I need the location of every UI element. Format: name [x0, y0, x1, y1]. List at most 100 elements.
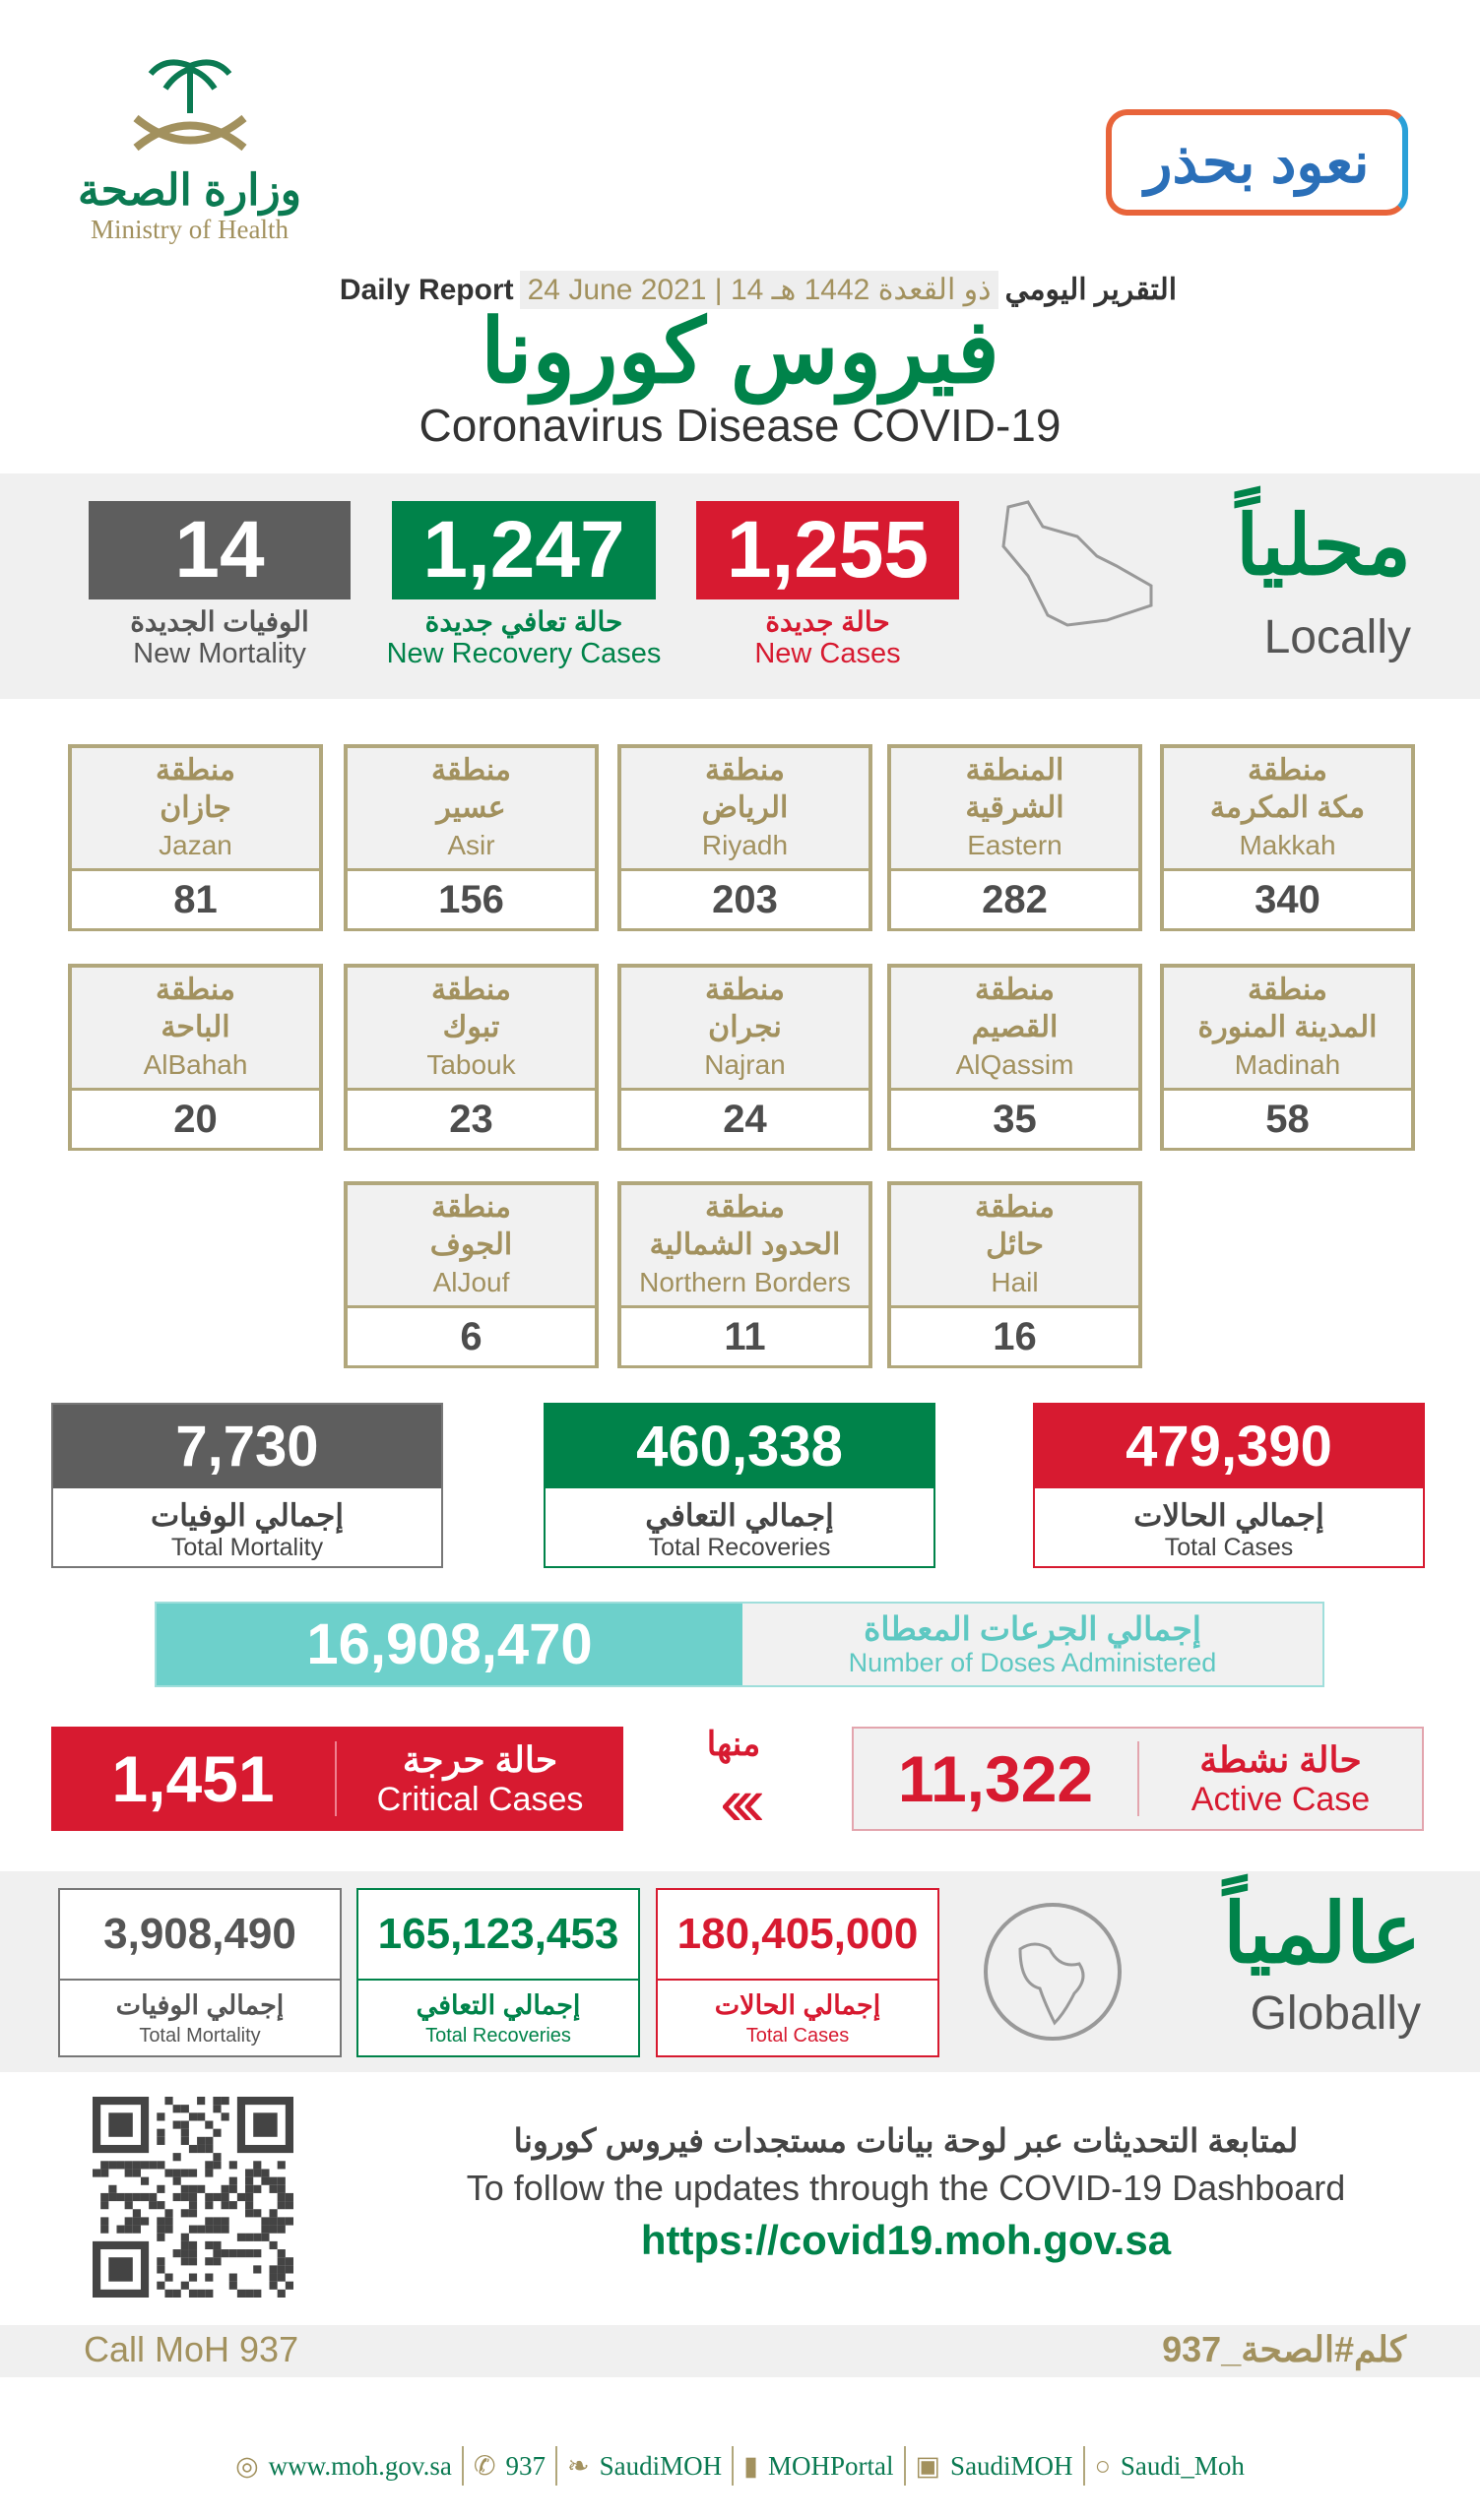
region-header: منطقة عسير Asir	[348, 748, 595, 871]
region-header: المنطقة الشرقية Eastern	[891, 748, 1138, 871]
region-label-ar: منطقة	[431, 754, 511, 787]
label-en: New Mortality	[133, 638, 306, 669]
label-ar: حالة جديدة	[765, 606, 890, 637]
region-card: منطقة جازان Jazan 81	[68, 744, 323, 931]
region-value: 156	[348, 871, 595, 928]
region-header: منطقة الرياض Riyadh	[621, 748, 869, 871]
global-cases-en: Total Cases	[745, 2025, 850, 2047]
title-ar: فيروس كورونا	[481, 303, 999, 402]
dashboard-line-ar: لمتابعة التحديثات عبر لوحة بيانات مستجدا…	[513, 2122, 1299, 2159]
region-header: منطقة مكة المكرمة Makkah	[1164, 748, 1411, 871]
region-value: 35	[891, 1091, 1138, 1148]
phone-link[interactable]: 937	[505, 2450, 547, 2481]
youtube-link[interactable]: MOHPortal	[768, 2450, 894, 2481]
global-cases-ar: إجمالي الحالات	[714, 1990, 881, 2020]
new-cases-label: حالة جديدة New Cases	[696, 605, 959, 670]
global-heading-ar: عالمياً	[1223, 1887, 1421, 1980]
critical-label: حالة حرجة Critical Cases	[337, 1739, 623, 1819]
doses-value: 16,908,470	[157, 1604, 742, 1685]
region-header: منطقة الباحة AlBahah	[72, 968, 319, 1091]
new-recovery-label: حالة تعافي جديدة New Recovery Cases	[364, 605, 683, 670]
region-card: منطقة عسير Asir 156	[344, 744, 599, 931]
call-moh-en: Call MoH 937	[84, 2329, 299, 2369]
global-heading-en: Globally	[1250, 1987, 1421, 2040]
region-name-ar: الرياض	[701, 791, 789, 824]
region-card: منطقة الحدود الشمالية Northern Borders 11	[617, 1181, 872, 1368]
qr-code[interactable]	[89, 2097, 297, 2298]
region-name-en: Makkah	[1239, 830, 1336, 860]
label-en: New Cases	[754, 638, 901, 669]
region-name-en: Tabouk	[426, 1049, 516, 1080]
total-cases-value: 479,390	[1035, 1405, 1423, 1488]
website-link[interactable]: www.moh.gov.sa	[268, 2450, 452, 2481]
label-en: New Recovery Cases	[386, 638, 662, 669]
new-mortality-value: 14	[89, 501, 351, 599]
report-label-en: Daily Report	[339, 273, 514, 306]
critical-value: 1,451	[51, 1741, 337, 1816]
campaign-badge: نعود بحذر	[1106, 109, 1408, 216]
total-cases-card: 479,390 إجمالي الحالات Total Cases	[1033, 1403, 1425, 1568]
dashboard-link[interactable]: https://covid19.moh.gov.sa	[640, 2217, 1172, 2263]
region-card: منطقة القصيم AlQassim 35	[887, 964, 1142, 1151]
new-cases-value: 1,255	[696, 501, 959, 599]
ministry-name-en: Ministry of Health	[91, 215, 289, 244]
region-label-ar: منطقة	[705, 1191, 785, 1224]
report-line: Daily Report 24 June 2021 | 14 ذو القعدة…	[330, 271, 1187, 309]
region-header: منطقة نجران Najran	[621, 968, 869, 1091]
region-card: منطقة الباحة AlBahah 20	[68, 964, 323, 1151]
facebook-link[interactable]: SaudiMOH	[950, 2450, 1073, 2481]
divider	[1082, 2446, 1085, 2486]
facebook-icon: ▣	[915, 2450, 941, 2481]
critical-label-en: Critical Cases	[376, 1780, 584, 1818]
region-value: 24	[621, 1091, 869, 1148]
region-value: 23	[348, 1091, 595, 1148]
region-label-ar: منطقة	[1248, 974, 1327, 1006]
region-label-ar: منطقة	[975, 1191, 1055, 1224]
region-name-ar: الحدود الشمالية	[649, 1228, 841, 1261]
label-ar: حالة تعافي جديدة	[424, 606, 623, 637]
region-label-ar: منطقة	[156, 974, 235, 1006]
global-mortality-ar: إجمالي الوفيات	[115, 1990, 285, 2020]
region-card: منطقة نجران Najran 24	[617, 964, 872, 1151]
snapchat-link[interactable]: Saudi_Moh	[1120, 2450, 1245, 2481]
region-card: منطقة المدينة المنورة Madinah 58	[1160, 964, 1415, 1151]
global-recoveries-value: 165,123,453	[358, 1890, 638, 1981]
global-cases-card: 180,405,000 إجمالي الحالات Total Cases	[656, 1888, 939, 2057]
total-recoveries-ar: إجمالي التعافي	[645, 1498, 834, 1533]
region-name-ar: جازان	[160, 791, 231, 824]
region-value: 11	[621, 1308, 869, 1365]
title-en: Coronavirus Disease COVID-19	[418, 400, 1062, 451]
region-value: 81	[72, 871, 319, 928]
global-cases-value: 180,405,000	[658, 1890, 937, 1981]
region-value: 58	[1164, 1091, 1411, 1148]
region-name-en: Northern Borders	[639, 1267, 851, 1297]
social-footer: ◎ www.moh.gov.sa ✆ 937 ❧ SaudiMOH ▮ MOHPorta…	[0, 2446, 1480, 2486]
youtube-icon: ▮	[743, 2450, 759, 2481]
global-recoveries-ar: إجمالي التعافي	[416, 1990, 581, 2020]
divider	[732, 2446, 735, 2486]
region-name-en: Riyadh	[701, 830, 789, 860]
total-mortality-ar: إجمالي الوفيات	[151, 1498, 344, 1533]
region-name-en: Jazan	[159, 830, 232, 860]
divider	[903, 2446, 906, 2486]
region-name-ar: عسير	[436, 791, 506, 824]
divider	[461, 2446, 464, 2486]
saudi-map-icon	[1001, 500, 1153, 627]
twitter-icon: ❧	[567, 2450, 590, 2481]
region-header: منطقة المدينة المنورة Madinah	[1164, 968, 1411, 1091]
region-label-ar: منطقة	[431, 1191, 511, 1224]
region-card: منطقة حائل Hail 16	[887, 1181, 1142, 1368]
region-header: منطقة الجوف AlJouf	[348, 1185, 595, 1308]
region-label-ar: منطقة	[431, 974, 511, 1006]
date-hijri: 14 ذو القعدة 1442 هـ	[730, 274, 992, 306]
twitter-link[interactable]: SaudiMOH	[599, 2450, 723, 2481]
region-card: منطقة الرياض Riyadh 203	[617, 744, 872, 931]
date-gregorian: 24 June 2021	[527, 274, 707, 306]
new-recovery-value: 1,247	[392, 501, 656, 599]
region-card: المنطقة الشرقية Eastern 282	[887, 744, 1142, 931]
active-label: حالة نشطة Active Case	[1139, 1739, 1422, 1819]
active-label-en: Active Case	[1190, 1780, 1371, 1818]
ministry-name-ar: وزارة الصحة	[77, 166, 302, 215]
active-label-ar: حالة نشطة	[1199, 1738, 1362, 1780]
region-name-ar: الجوف	[429, 1228, 513, 1261]
